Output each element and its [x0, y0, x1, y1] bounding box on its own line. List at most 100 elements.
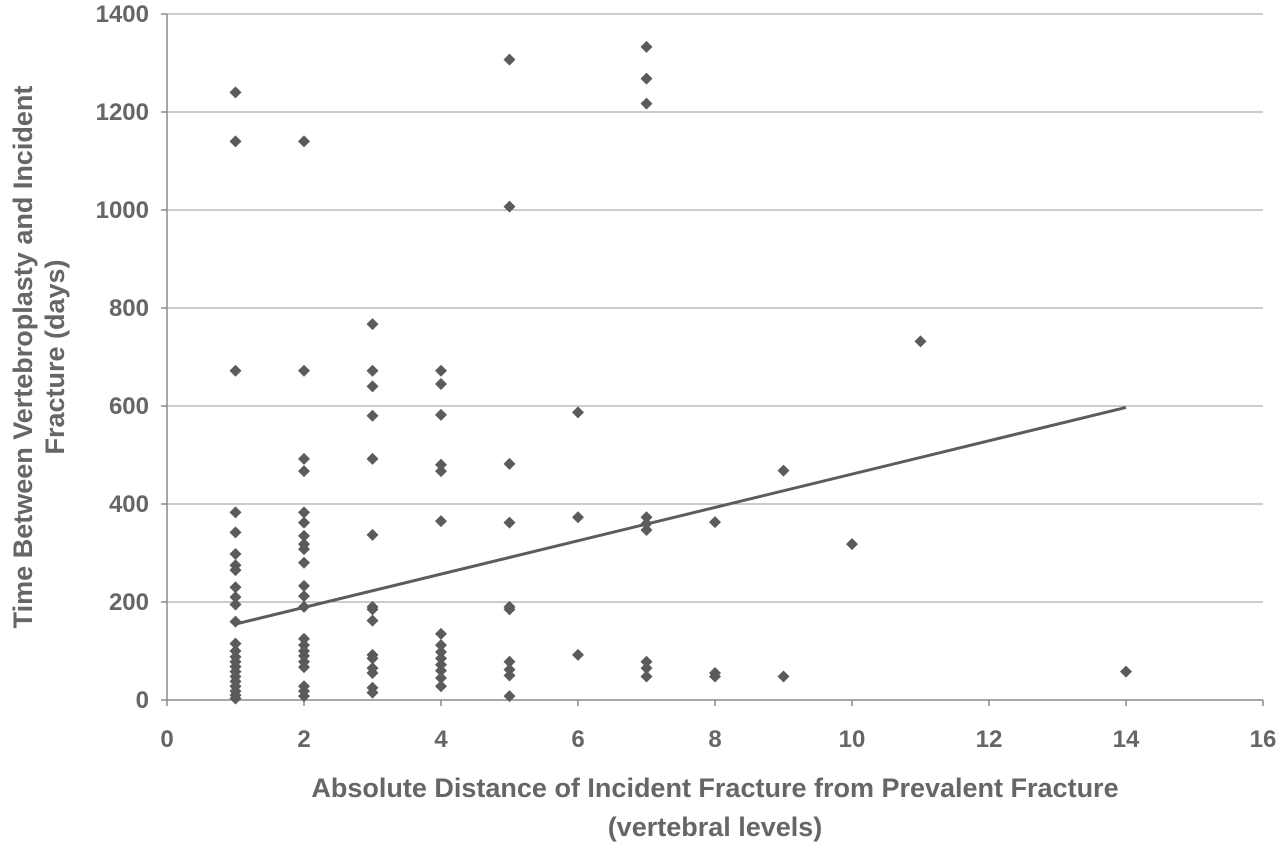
data-point: [298, 516, 310, 529]
data-point: [914, 335, 927, 348]
x-tick-label-10: 10: [839, 726, 866, 753]
data-point: [503, 200, 516, 213]
data-point: [366, 528, 379, 541]
x-tick-label-4: 4: [434, 726, 448, 753]
data-point: [640, 517, 653, 530]
x-tick-label-12: 12: [976, 726, 1003, 753]
y-tick-label-800: 800: [109, 295, 149, 322]
x-tick-label-6: 6: [571, 726, 584, 753]
data-point: [640, 670, 653, 683]
data-point: [435, 680, 447, 693]
data-point: [503, 516, 516, 529]
data-point: [298, 543, 310, 556]
y-tick-label-1000: 1000: [96, 197, 149, 224]
y-tick-label-400: 400: [109, 491, 149, 518]
data-point: [366, 686, 379, 699]
data-point: [435, 408, 447, 421]
data-point: [229, 135, 242, 148]
data-point: [503, 690, 516, 703]
data-point: [435, 377, 447, 390]
y-tick-label-1400: 1400: [96, 1, 149, 28]
data-point: [1120, 665, 1132, 678]
x-axis-title-line-1: Absolute Distance of Incident Fracture f…: [311, 773, 1118, 803]
data-point: [709, 516, 721, 529]
data-point: [640, 523, 653, 536]
data-point: [503, 457, 516, 470]
data-point: [435, 671, 447, 684]
axes: [161, 13, 1264, 706]
data-point: [435, 627, 447, 640]
data-point: [640, 655, 653, 668]
data-point: [229, 506, 242, 519]
data-point: [435, 645, 447, 658]
data-point: [229, 591, 242, 604]
data-point: [298, 590, 310, 603]
data-point: [229, 547, 242, 560]
data-point: [229, 364, 242, 377]
data-point: [366, 614, 379, 627]
data-point: [366, 409, 379, 422]
data-point: [777, 670, 790, 683]
data-point: [640, 97, 653, 110]
x-tick-label-8: 8: [708, 726, 721, 753]
y-axis-title-line-2: Fracture (days): [40, 259, 70, 454]
trendline: [235, 406, 1127, 626]
data-point: [229, 86, 242, 99]
data-points: [229, 40, 1132, 705]
data-point: [709, 670, 721, 683]
data-point: [435, 465, 447, 478]
trendline-layer: [235, 406, 1127, 626]
x-tick-label-16: 16: [1250, 726, 1277, 753]
data-point: [229, 692, 242, 705]
data-point: [640, 662, 653, 675]
data-point: [366, 652, 379, 665]
data-point: [572, 406, 584, 419]
data-point: [298, 579, 310, 592]
data-point: [640, 511, 653, 524]
data-point: [229, 637, 242, 650]
data-point: [435, 652, 447, 665]
data-point: [229, 615, 242, 628]
data-point: [846, 538, 858, 551]
data-point: [572, 511, 584, 524]
gridlines: [167, 13, 1263, 603]
data-point: [298, 465, 310, 478]
y-tick-label-0: 0: [136, 687, 149, 714]
data-point: [503, 53, 516, 66]
y-tick-label-200: 200: [109, 589, 149, 616]
data-point: [298, 690, 310, 703]
data-point: [366, 380, 379, 393]
data-point: [435, 515, 447, 528]
tick-labels: 0 200 400 600 800 1000 1200 1400 0 2 4 6 8 10 12 14 16: [96, 1, 1277, 753]
data-point: [777, 464, 790, 477]
data-point: [503, 669, 516, 682]
data-point: [503, 655, 516, 668]
data-point: [229, 564, 242, 577]
data-point: [229, 598, 242, 611]
y-tick-label-600: 600: [109, 393, 149, 420]
y-axis-title-line-1: Time Between Vertebroplasty and Incident: [8, 86, 38, 629]
y-tick-label-1200: 1200: [96, 99, 149, 126]
data-point: [298, 452, 310, 465]
data-point: [298, 364, 310, 377]
data-point: [640, 40, 653, 53]
x-tick-label-0: 0: [160, 726, 173, 753]
data-point: [435, 458, 447, 471]
data-point: [366, 364, 379, 377]
data-point: [435, 664, 447, 677]
data-point: [298, 135, 310, 148]
data-point: [229, 581, 242, 594]
data-point: [435, 364, 447, 377]
x-axis-title-line-2: (vertebral levels): [608, 812, 823, 842]
data-point: [298, 506, 310, 519]
data-point: [366, 318, 379, 331]
data-point: [298, 632, 310, 645]
data-point: [640, 72, 653, 85]
data-point: [298, 661, 310, 674]
data-point: [229, 526, 242, 539]
data-point: [298, 556, 310, 569]
data-point: [435, 639, 447, 652]
data-point: [298, 529, 310, 542]
data-point: [366, 603, 379, 616]
data-point: [298, 600, 310, 613]
